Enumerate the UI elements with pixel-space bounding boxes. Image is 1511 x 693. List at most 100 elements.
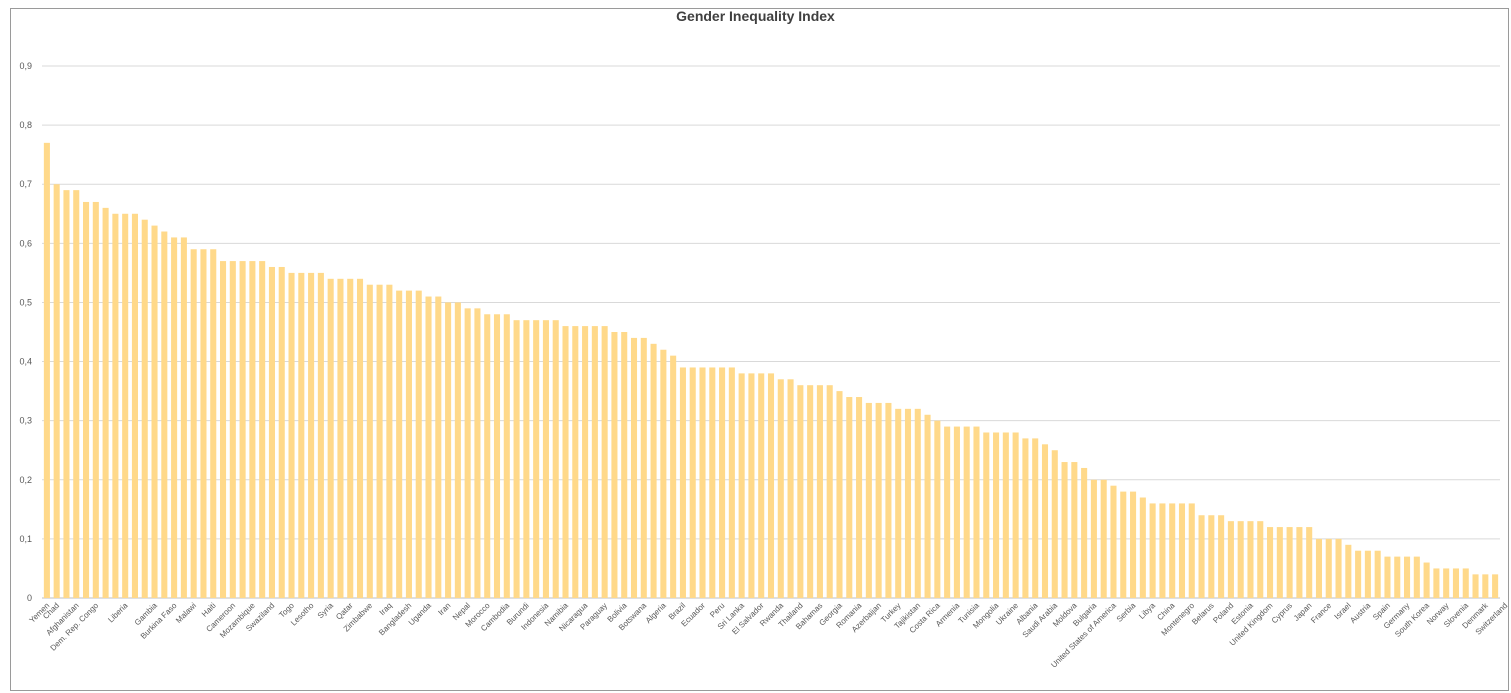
bar [53,184,60,598]
bar [983,432,990,598]
x-category-label: Iraq [378,601,394,617]
bar [1130,491,1137,598]
bar [552,320,559,598]
bar [1276,527,1283,598]
bar [1149,503,1156,598]
bar [826,385,833,598]
bar [151,225,158,598]
bar [650,343,657,598]
bar [1423,562,1430,598]
bar [210,249,217,598]
bar [562,326,569,598]
bar [317,272,324,598]
bar [533,320,540,598]
bar [190,249,197,598]
bar [572,326,579,598]
bar [904,408,912,598]
bar [1345,544,1352,598]
bar [73,190,80,598]
bar [621,332,628,598]
bar [719,367,726,598]
x-category-label: Syria [316,601,336,621]
bar [1237,521,1244,598]
bar [895,408,902,598]
bar [1374,550,1381,598]
x-category-label: Uganda [407,601,434,628]
bar [180,237,187,598]
bar [131,213,138,598]
bar [885,402,892,598]
bar [503,314,510,598]
chart-title: Gender Inequality Index [676,8,835,24]
bar [386,284,393,598]
bar [1315,538,1323,598]
bar [415,290,422,598]
bar [298,272,305,598]
bar [1325,538,1332,598]
bar [1022,438,1029,598]
y-tick-label: 0,4 [19,357,32,367]
bar [1110,485,1117,598]
bar [924,414,931,598]
bar [308,272,315,598]
bar [1041,444,1049,598]
bar [268,266,275,598]
bar [582,326,589,598]
bar [464,308,471,598]
bar [1394,556,1401,598]
bar [944,426,951,598]
bar [748,373,755,598]
bar [738,373,745,598]
bar [1159,503,1166,598]
bar [1404,556,1411,598]
bar [435,296,442,598]
bar [679,367,686,598]
bar [1002,432,1009,598]
bar [542,320,549,598]
bar [200,249,207,598]
y-tick-label: 0,8 [19,120,32,130]
bar [1492,574,1499,598]
bar [1482,574,1489,598]
bar [1081,467,1088,598]
bar [405,290,412,598]
bar [1452,568,1459,598]
bar [1247,521,1254,598]
x-category-label: Malawi [174,601,198,625]
bar [239,261,246,598]
bar [1433,568,1440,598]
bar [259,261,266,598]
bar [83,201,90,598]
bar [513,320,520,598]
bar [249,261,256,598]
bar [993,432,1000,598]
y-axis-ticks: 0 0,1 0,2 0,3 0,4 0,5 0,6 0,7 0,8 0,9 [19,61,32,603]
bar [1364,550,1371,598]
y-tick-label: 0,7 [19,179,32,189]
bar [1286,527,1293,598]
bar [1296,527,1303,598]
bar [856,397,863,598]
bar [493,314,501,598]
x-category-label: France [1309,601,1333,625]
bar [709,367,716,598]
bar [758,373,765,598]
bar [337,278,344,598]
bar [445,302,452,598]
bar [122,213,129,598]
y-tick-label: 0,9 [19,61,32,71]
bar [963,426,970,598]
bar [92,201,99,598]
bar [366,284,373,598]
bar [376,284,383,598]
bar [1384,556,1391,598]
bar [689,367,696,598]
bar [356,278,364,598]
bar [1355,550,1362,598]
bar [1257,521,1264,598]
bar [1100,479,1107,598]
bar [1227,521,1234,598]
bar [102,207,109,598]
